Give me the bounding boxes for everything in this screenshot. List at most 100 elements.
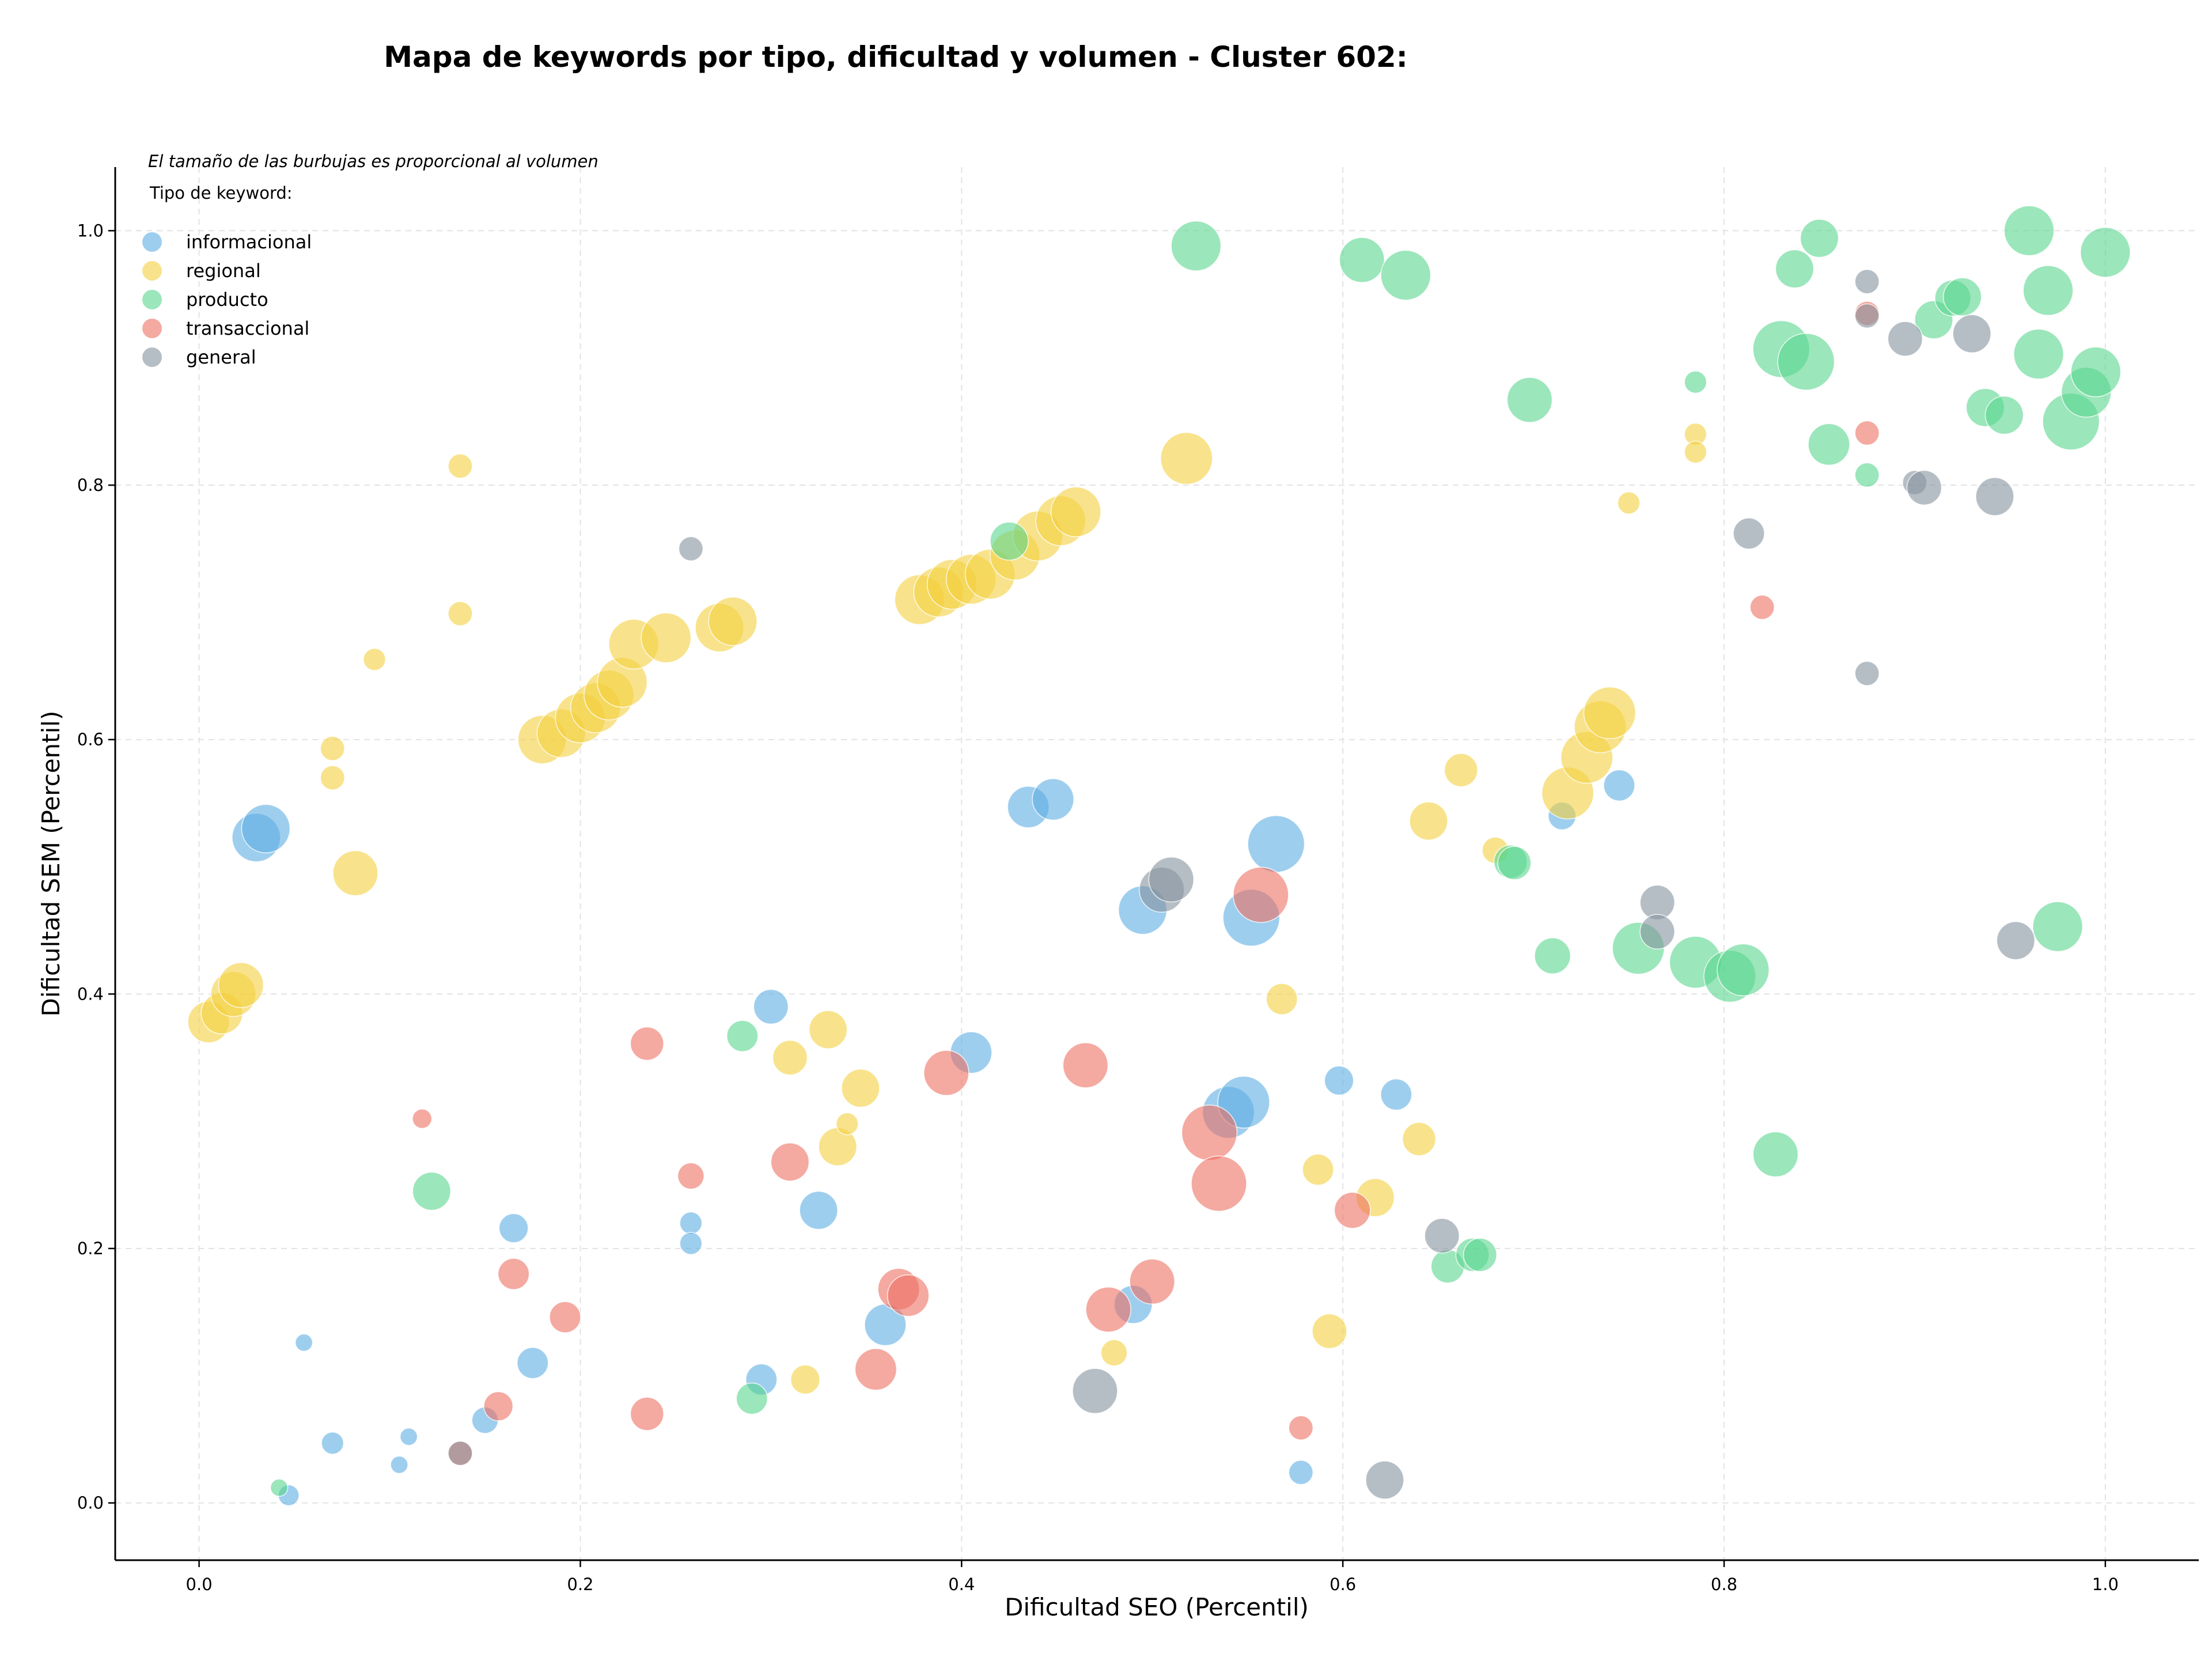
bubble-regional [1409, 801, 1448, 841]
bubble-transaccional [1129, 1258, 1175, 1305]
bubble-producto [412, 1171, 452, 1211]
bubble-producto [1854, 462, 1880, 488]
bubble-regional [1684, 440, 1707, 464]
bubble-general [1854, 661, 1880, 686]
legend-label-regional: regional [186, 260, 261, 282]
bubble-transaccional [923, 1050, 969, 1096]
legend-marker-transaccional [142, 319, 162, 338]
bubble-informacional [399, 1428, 418, 1446]
bubble-transaccional [412, 1108, 433, 1129]
bubble-regional [1402, 1122, 1437, 1156]
bubble-producto [1497, 846, 1532, 880]
bubble-producto [1808, 423, 1850, 466]
size-note: El tamaño de las burbujas es proporciona… [148, 152, 599, 171]
bubble-transaccional [1749, 595, 1775, 620]
bubble-regional [1100, 1339, 1128, 1367]
legend-label-informacional: informacional [186, 231, 312, 253]
x-tick-label: 0.0 [186, 1575, 213, 1594]
bubble-transaccional [1062, 1042, 1109, 1088]
y-tick-label: 0.2 [77, 1239, 104, 1258]
legend-marker-regional [142, 261, 162, 281]
y-tick-label: 0.4 [77, 984, 104, 1004]
bubble-producto [2032, 901, 2084, 952]
bubble-general [1975, 477, 2014, 516]
axes [114, 167, 2199, 1561]
bubble-regional [790, 1364, 820, 1395]
bubble-general [1854, 268, 1880, 294]
bubble-producto [1775, 249, 1815, 289]
bubble-producto [2070, 346, 2122, 398]
bubble-regional [320, 765, 346, 790]
bubble-informacional [1288, 1459, 1314, 1485]
bubble-informacional [390, 1455, 408, 1474]
chart-title: Mapa de keywords por tipo, dificultad y … [384, 40, 1407, 74]
bubble-transaccional [1181, 1104, 1238, 1161]
bubble-regional [641, 612, 692, 663]
bubble-producto [2080, 227, 2131, 278]
bubble-producto [1506, 377, 1553, 423]
legend: informacional regional producto transaccion… [142, 231, 312, 368]
bubble-producto [1339, 237, 1385, 283]
bubble-transaccional [854, 1348, 897, 1391]
legend-label-general: general [186, 346, 256, 368]
bubble-transaccional [1191, 1155, 1247, 1212]
bubble-regional [772, 1040, 808, 1076]
bubble-informacional [1324, 1065, 1354, 1096]
bubble-informacional [1032, 778, 1074, 821]
series-general [448, 268, 2036, 1500]
bubble-transaccional [770, 1142, 810, 1182]
bubble-producto [1800, 218, 1839, 258]
x-tick-label: 1.0 [2092, 1575, 2119, 1594]
bubble-transaccional [1334, 1191, 1371, 1229]
bubble-general [678, 536, 704, 562]
bubble-general [1424, 1218, 1460, 1254]
bubble-general [1854, 303, 1880, 329]
bubble-regional [835, 1112, 859, 1136]
bubble-informacional [753, 989, 789, 1025]
legend-label-transaccional: transaccional [186, 317, 309, 339]
bubble-producto [1534, 937, 1571, 975]
legend-label-producto: producto [186, 289, 268, 311]
bubble-regional [448, 453, 473, 479]
y-tick-label: 0.8 [77, 475, 104, 495]
bubble-regional [1266, 983, 1298, 1015]
x-axis-label: Dificultad SEO (Percentil) [1005, 1593, 1309, 1621]
bubble-regional [363, 648, 387, 671]
bubble-informacional [799, 1190, 838, 1230]
bubble-regional [1160, 432, 1213, 485]
legend-marker-producto [142, 290, 162, 309]
bubble-transaccional [549, 1301, 581, 1333]
bubble-producto [1777, 332, 1835, 391]
bubble-general [1733, 517, 1765, 550]
legend-title: Tipo de keyword: [149, 183, 293, 203]
bubble-producto [2003, 205, 2055, 256]
bubble-producto [736, 1382, 768, 1415]
bubble-regional [1583, 686, 1637, 740]
bubble-general [1887, 321, 1923, 357]
bubble-informacional [321, 1431, 344, 1455]
bubble-producto [1942, 277, 1982, 316]
bubble-general [1072, 1368, 1118, 1414]
bubble-transaccional [1233, 867, 1289, 923]
bubble-transaccional [1288, 1415, 1314, 1441]
bubble-transaccional [630, 1397, 664, 1431]
series-transaccional [412, 301, 1880, 1466]
bubble-transaccional [1854, 420, 1880, 446]
bubble-informacional [1247, 815, 1305, 873]
bubble-informacional [516, 1346, 549, 1379]
series-producto [270, 205, 2131, 1497]
legend-marker-general [142, 347, 162, 367]
bubble-regional [1617, 491, 1641, 514]
bubble-general [1365, 1461, 1404, 1500]
bubble-transaccional [887, 1274, 930, 1317]
bubble-regional [1444, 753, 1478, 788]
y-tick-label: 0.6 [77, 730, 104, 750]
y-axis-label: Dificultad SEM (Percentil) [37, 711, 65, 1017]
bubble-informacional [498, 1213, 529, 1243]
bubble-producto [1717, 943, 1770, 997]
bubble-informacional [241, 804, 291, 854]
bubble-regional [841, 1069, 880, 1108]
bubble-informacional [679, 1211, 703, 1235]
bubble-regional [1302, 1153, 1334, 1186]
ticks: 0.0 0.2 0.4 0.6 0.8 1.0 0.0 0.2 0.4 0.6 0.8 1.0 [77, 221, 2119, 1594]
